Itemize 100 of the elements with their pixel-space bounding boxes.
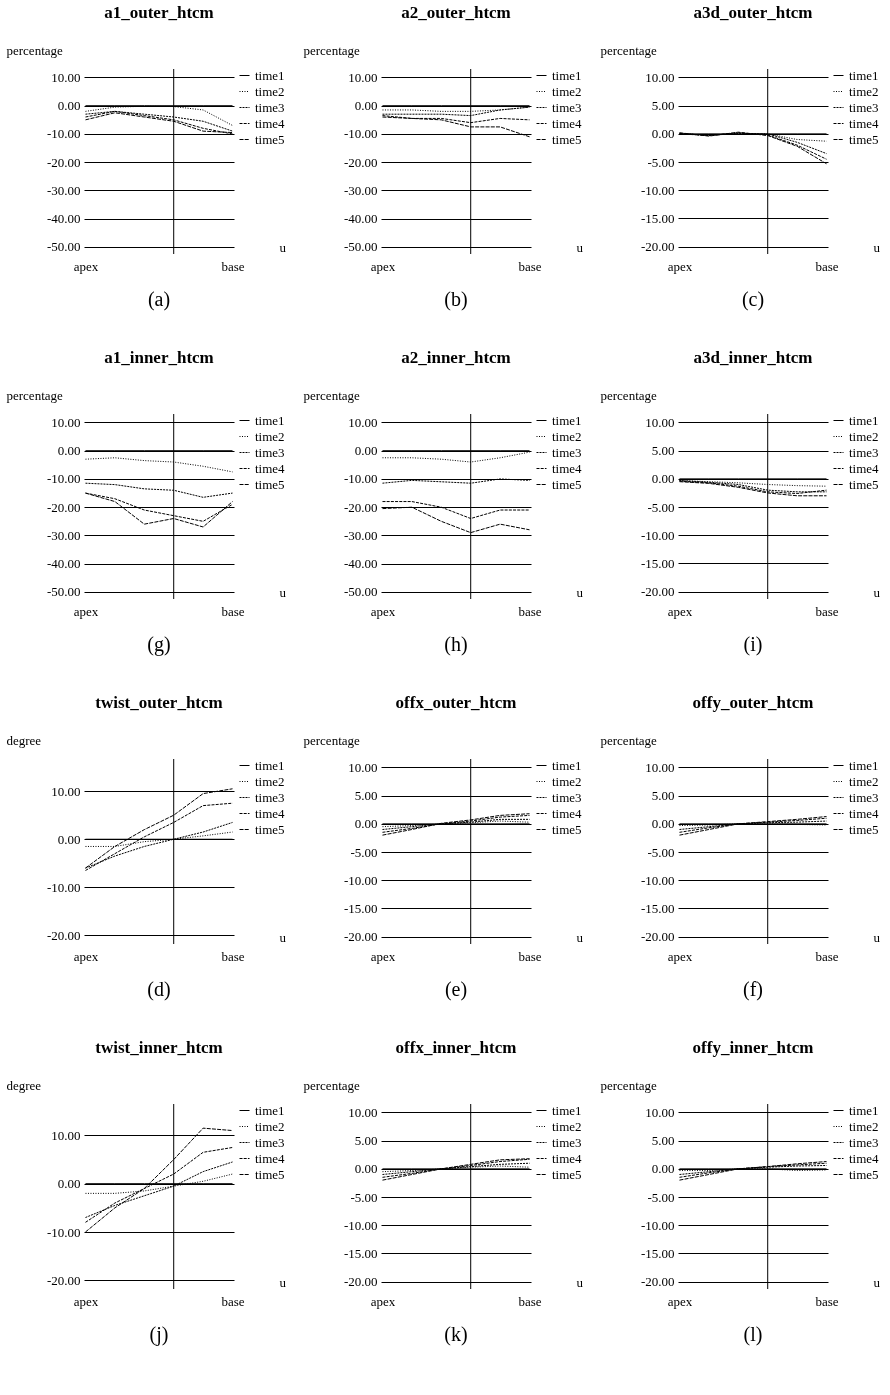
y-tick-label: -5.00 <box>350 1189 378 1205</box>
legend-label: time3 <box>552 1134 582 1150</box>
legend-label: time4 <box>255 1150 286 1166</box>
x-tick-label: base <box>815 948 839 964</box>
legend-label: time5 <box>255 476 285 492</box>
legend-label: time3 <box>849 1134 879 1150</box>
y-tick-label: 5.00 <box>354 788 378 804</box>
y-tick-label: 0.00 <box>57 831 81 847</box>
y-tick-label: 10.00 <box>348 414 378 430</box>
legend-label: time4 <box>552 115 583 131</box>
y-tick-label: -40.00 <box>46 211 81 227</box>
x-tick-label: base <box>815 1293 839 1309</box>
legend-label: time2 <box>552 428 582 444</box>
legend-label: time3 <box>849 99 879 115</box>
y-tick-label: -5.00 <box>647 844 675 860</box>
y-tick-label: -10.00 <box>343 471 378 487</box>
y-axis-title: percentage <box>600 1077 658 1093</box>
x-tick-label: base <box>221 258 245 274</box>
x-axis-title: u <box>873 584 881 600</box>
chart-title: offy_inner_htcm <box>692 1038 814 1057</box>
y-tick-label: 10.00 <box>348 759 378 775</box>
y-tick-label: -20.00 <box>343 929 378 945</box>
y-tick-label: 0.00 <box>57 1176 81 1192</box>
text: (f) <box>743 978 763 1001</box>
legend-label: time4 <box>552 460 583 476</box>
legend-label: time3 <box>849 444 879 460</box>
legend-label: time3 <box>849 789 879 805</box>
x-axis-title: u <box>279 239 287 255</box>
y-tick-label: 5.00 <box>651 1133 675 1149</box>
legend-label: time2 <box>255 83 285 99</box>
text: (j) <box>149 1323 169 1346</box>
y-tick-label: -15.00 <box>640 900 675 916</box>
y-tick-label: -40.00 <box>46 556 81 572</box>
y-tick-label: -50.00 <box>343 584 378 600</box>
chart-title: a3d_outer_htcm <box>693 3 813 22</box>
legend-label: time1 <box>849 412 879 428</box>
y-tick-label: 10.00 <box>645 69 675 85</box>
chart-title: a3d_inner_htcm <box>693 348 813 367</box>
x-tick-label: base <box>518 258 542 274</box>
legend-label: time4 <box>552 805 583 821</box>
legend-label: time4 <box>849 805 880 821</box>
x-axis-title: u <box>279 1274 287 1290</box>
chart-title: a1_outer_htcm <box>104 3 214 22</box>
y-tick-label: 10.00 <box>645 759 675 775</box>
legend-label: time4 <box>255 115 286 131</box>
text: (d) <box>147 978 171 1001</box>
legend-label: time2 <box>552 773 582 789</box>
text: (e) <box>444 978 468 1001</box>
y-tick-label: 0.00 <box>354 98 378 114</box>
x-tick-label: base <box>221 603 245 619</box>
y-tick-label: -10.00 <box>46 1224 81 1240</box>
y-tick-label: 0.00 <box>651 816 675 832</box>
legend-label: time5 <box>255 1166 285 1182</box>
y-tick-label: -20.00 <box>343 499 378 515</box>
chart-title: offy_outer_htcm <box>692 693 814 712</box>
y-tick-label: 10.00 <box>348 1104 378 1120</box>
y-axis-title: percentage <box>6 387 64 403</box>
text: (b) <box>444 288 468 311</box>
y-axis-title: percentage <box>600 387 658 403</box>
x-tick-label: apex <box>73 258 99 274</box>
legend-label: time4 <box>255 460 286 476</box>
chart-title: offx_outer_htcm <box>395 693 517 712</box>
legend-label: time2 <box>849 83 879 99</box>
y-tick-label: -10.00 <box>343 126 378 142</box>
legend-label: time2 <box>849 773 879 789</box>
y-tick-label: -15.00 <box>343 900 378 916</box>
y-axis-title: percentage <box>600 42 658 58</box>
x-tick-label: apex <box>370 603 396 619</box>
y-tick-label: 0.00 <box>354 1161 378 1177</box>
y-tick-label: 0.00 <box>354 443 378 459</box>
legend-label: time4 <box>849 460 880 476</box>
legend-label: time3 <box>255 1134 285 1150</box>
y-tick-label: 10.00 <box>51 1127 81 1143</box>
y-tick-label: -20.00 <box>343 1274 378 1290</box>
chart-title: offx_inner_htcm <box>395 1038 517 1057</box>
x-axis-title: u <box>279 929 287 945</box>
x-tick-label: apex <box>667 948 693 964</box>
y-tick-label: -15.00 <box>343 1245 378 1261</box>
legend-label: time3 <box>552 99 582 115</box>
legend-label: time2 <box>255 428 285 444</box>
y-tick-label: -20.00 <box>46 1272 81 1288</box>
legend-label: time4 <box>849 1150 880 1166</box>
y-tick-label: 10.00 <box>645 414 675 430</box>
y-tick-label: -5.00 <box>647 1189 675 1205</box>
chart-title: twist_inner_htcm <box>95 1038 223 1057</box>
legend-label: time1 <box>552 412 582 428</box>
text: (c) <box>741 288 765 311</box>
legend-label: time2 <box>849 428 879 444</box>
x-tick-label: base <box>518 1293 542 1309</box>
x-axis-title: u <box>279 584 287 600</box>
y-tick-label: -5.00 <box>647 154 675 170</box>
text: (i) <box>743 633 763 656</box>
y-axis-title: percentage <box>6 42 64 58</box>
y-tick-label: 0.00 <box>57 443 81 459</box>
text: (a) <box>147 288 171 311</box>
y-tick-label: 0.00 <box>651 471 675 487</box>
text: (h) <box>444 633 468 656</box>
x-axis-title: u <box>576 584 584 600</box>
legend-label: time3 <box>552 789 582 805</box>
x-tick-label: apex <box>73 948 99 964</box>
